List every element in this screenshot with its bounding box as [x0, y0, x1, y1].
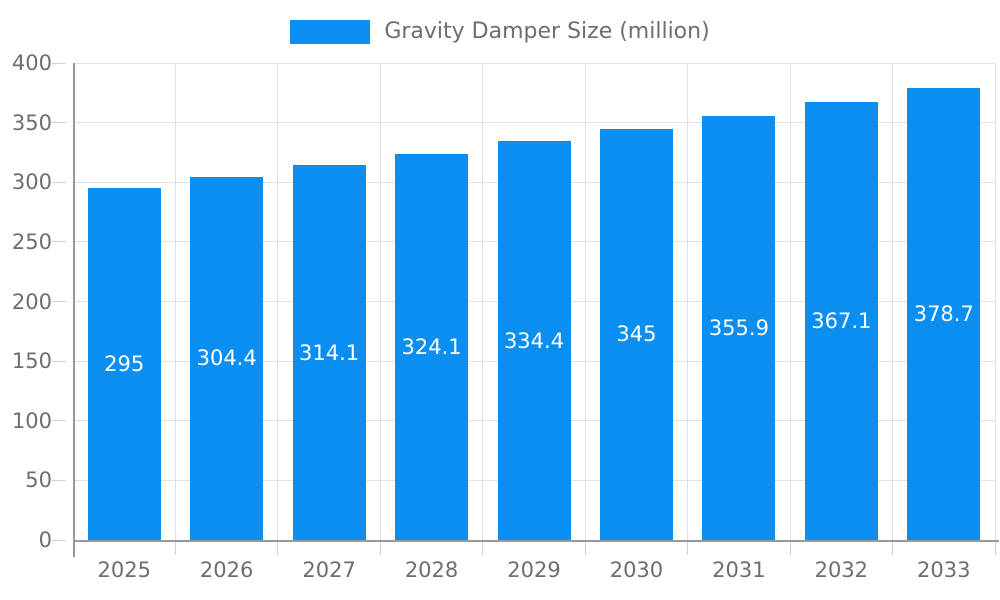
bar-value-label: 295 [104, 352, 145, 377]
x-axis-tick [892, 540, 894, 555]
y-axis-tick [52, 122, 66, 124]
y-axis-tick-label: 0 [38, 528, 52, 552]
bar[interactable]: 295 [87, 188, 161, 540]
x-axis-tick [174, 540, 176, 555]
bar[interactable]: 378.7 [907, 88, 981, 540]
x-axis-tick [482, 540, 484, 555]
x-axis-category-label: 2026 [199, 558, 254, 582]
x-axis-tick [277, 540, 279, 555]
bar[interactable]: 324.1 [395, 153, 469, 540]
x-axis-tick [379, 540, 381, 555]
y-axis-tick-label: 250 [11, 229, 52, 254]
bar-value-label: 304.4 [196, 346, 257, 371]
x-axis-category-label: 2033 [917, 558, 971, 582]
gridline-vertical [174, 63, 176, 540]
bar[interactable]: 304.4 [190, 177, 264, 540]
y-axis-tick [52, 360, 66, 362]
legend-item[interactable]: Gravity Damper Size (million) [0, 19, 1000, 44]
bar[interactable]: 355.9 [702, 115, 776, 540]
x-axis-category-label: 2031 [712, 558, 766, 582]
y-axis-tick [52, 420, 66, 422]
gridline-vertical [482, 63, 484, 540]
y-axis-tick [52, 301, 66, 302]
gridline-vertical [277, 63, 279, 540]
bar-value-label: 378.7 [913, 302, 974, 327]
y-axis-tick-label: 50 [25, 468, 52, 493]
bar-value-label: 314.1 [299, 340, 360, 365]
x-axis-category-label: 2025 [97, 558, 151, 582]
y-axis-tick [52, 241, 66, 243]
x-axis-tick [584, 540, 586, 555]
bar-value-label: 334.4 [503, 328, 565, 353]
bar-value-label: 324.1 [401, 334, 462, 359]
y-axis-tick-label: 400 [11, 51, 52, 75]
gridline-vertical [892, 63, 894, 540]
x-axis-category-label: 2030 [609, 558, 664, 582]
x-axis-line [73, 540, 999, 542]
bar[interactable]: 367.1 [804, 102, 878, 540]
x-axis-tick [687, 540, 689, 555]
gridline-vertical [379, 63, 381, 540]
x-axis-category-label: 2028 [404, 558, 459, 582]
y-axis-tick [52, 181, 66, 183]
x-axis-tick [789, 540, 791, 555]
bar[interactable]: 345 [599, 128, 673, 540]
bar[interactable]: 314.1 [292, 165, 366, 540]
gridline-horizontal [73, 62, 995, 64]
bar-value-label: 355.9 [708, 315, 769, 340]
legend-label: Gravity Damper Size (million) [384, 19, 710, 44]
gridline-vertical [994, 63, 996, 540]
x-axis-category-label: 2032 [814, 558, 869, 582]
y-axis-tick-label: 200 [11, 289, 52, 314]
y-axis-tick-label: 300 [11, 170, 52, 195]
gridline-vertical [584, 63, 586, 540]
y-axis-tick-label: 150 [11, 349, 52, 374]
bar[interactable]: 334.4 [497, 141, 571, 540]
y-axis-tick [52, 539, 66, 541]
bar-value-label: 367.1 [811, 309, 872, 334]
y-axis-tick [52, 62, 66, 64]
x-axis-category-label: 2029 [507, 558, 561, 582]
x-axis-tick [994, 540, 996, 555]
y-axis-tick-label: 100 [11, 408, 52, 433]
y-axis-tick-label: 350 [11, 110, 52, 135]
legend-swatch [290, 19, 371, 44]
y-axis-line [73, 63, 75, 557]
x-axis-category-label: 2027 [302, 558, 356, 582]
y-axis-tick [52, 479, 66, 481]
gridline-vertical [687, 63, 689, 540]
bar-value-label: 345 [616, 322, 657, 347]
gridline-horizontal [73, 122, 995, 124]
gridline-vertical [789, 63, 791, 540]
